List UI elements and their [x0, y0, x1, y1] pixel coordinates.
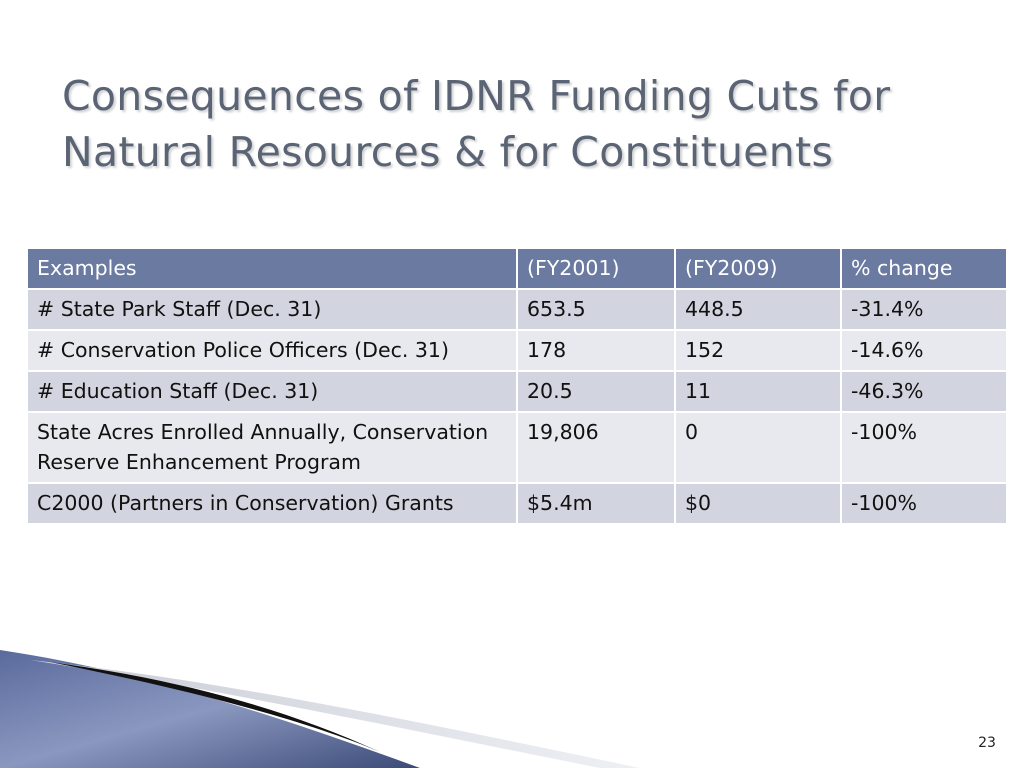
table-row: # State Park Staff (Dec. 31) 653.5 448.5… [26, 288, 1008, 331]
cell-fy2001: $5.4m [516, 482, 676, 525]
funding-cuts-table: Examples (FY2001) (FY2009) % change # St… [26, 247, 1008, 525]
cell-example: # State Park Staff (Dec. 31) [26, 288, 518, 331]
corner-swoosh-decoration [0, 650, 640, 768]
cell-fy2009: 448.5 [674, 288, 842, 331]
cell-percent-change: -14.6% [840, 329, 1008, 372]
cell-percent-change: -100% [840, 411, 1008, 484]
cell-fy2001: 653.5 [516, 288, 676, 331]
cell-fy2009: $0 [674, 482, 842, 525]
cell-percent-change: -31.4% [840, 288, 1008, 331]
header-percent-change: % change [840, 247, 1008, 290]
table-header-row: Examples (FY2001) (FY2009) % change [26, 247, 1008, 290]
slide-title-line-2: Natural Resources & for Constituents [62, 128, 834, 176]
cell-percent-change: -46.3% [840, 370, 1008, 413]
cell-example: State Acres Enrolled Annually, Conservat… [26, 411, 518, 484]
cell-fy2009: 11 [674, 370, 842, 413]
cell-example: # Conservation Police Officers (Dec. 31) [26, 329, 518, 372]
table-row: C2000 (Partners in Conservation) Grants … [26, 482, 1008, 525]
header-fy2009: (FY2009) [674, 247, 842, 290]
cell-fy2001: 19,806 [516, 411, 676, 484]
header-examples: Examples [26, 247, 518, 290]
slide-title: Consequences of IDNR Funding Cuts for Na… [62, 68, 1002, 180]
cell-fy2001: 178 [516, 329, 676, 372]
cell-example: # Education Staff (Dec. 31) [26, 370, 518, 413]
cell-percent-change: -100% [840, 482, 1008, 525]
cell-fy2001: 20.5 [516, 370, 676, 413]
header-fy2001: (FY2001) [516, 247, 676, 290]
cell-fy2009: 0 [674, 411, 842, 484]
table-row: # Education Staff (Dec. 31) 20.5 11 -46.… [26, 370, 1008, 413]
page-number: 23 [978, 735, 996, 751]
slide-title-line-1: Consequences of IDNR Funding Cuts for [62, 72, 891, 120]
cell-fy2009: 152 [674, 329, 842, 372]
table-row: State Acres Enrolled Annually, Conservat… [26, 411, 1008, 484]
table-row: # Conservation Police Officers (Dec. 31)… [26, 329, 1008, 372]
cell-example: C2000 (Partners in Conservation) Grants [26, 482, 518, 525]
